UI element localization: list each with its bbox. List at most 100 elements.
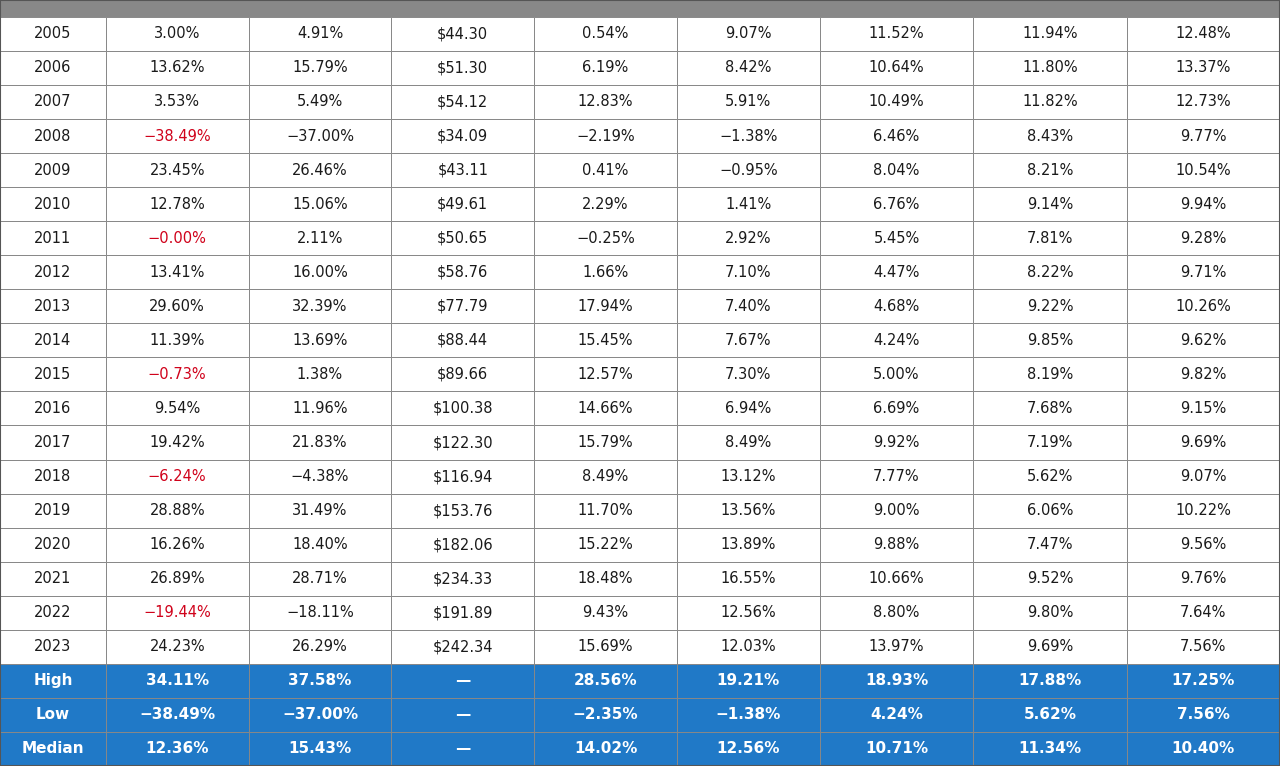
Bar	[0, 460, 106, 493]
Bar	[819, 732, 973, 766]
Bar	[248, 221, 392, 255]
Text: 2016: 2016	[35, 401, 72, 416]
Bar	[0, 0, 1280, 17]
Bar	[534, 596, 677, 630]
Text: 2022: 2022	[35, 605, 72, 620]
Text: $77.79: $77.79	[436, 299, 489, 314]
Text: 1.41%: 1.41%	[726, 197, 772, 211]
Text: $89.66: $89.66	[438, 367, 489, 382]
Bar	[248, 17, 392, 51]
Bar	[534, 153, 677, 187]
Text: 15.06%: 15.06%	[292, 197, 348, 211]
Text: 2021: 2021	[35, 571, 72, 586]
Text: 8.49%: 8.49%	[582, 469, 628, 484]
Bar	[0, 51, 106, 85]
Text: 9.82%: 9.82%	[1180, 367, 1226, 382]
Bar	[248, 51, 392, 85]
Bar	[248, 255, 392, 290]
Text: −2.19%: −2.19%	[576, 129, 635, 143]
Text: 6.69%: 6.69%	[873, 401, 919, 416]
Bar	[0, 221, 106, 255]
Bar	[106, 290, 248, 323]
Bar	[106, 51, 248, 85]
Text: High: High	[33, 673, 73, 689]
Text: 12.56%: 12.56%	[721, 605, 776, 620]
Text: 15.22%: 15.22%	[577, 537, 634, 552]
Bar	[677, 528, 819, 561]
Text: $182.06: $182.06	[433, 537, 493, 552]
Bar	[1126, 528, 1280, 561]
Text: −2.35%: −2.35%	[573, 708, 639, 722]
Bar	[1126, 255, 1280, 290]
Text: −0.00%: −0.00%	[147, 231, 206, 246]
Bar	[106, 119, 248, 153]
Text: 2013: 2013	[35, 299, 72, 314]
Bar	[248, 153, 392, 187]
Text: $191.89: $191.89	[433, 605, 493, 620]
Bar	[534, 51, 677, 85]
Bar	[1126, 187, 1280, 221]
Bar	[106, 85, 248, 119]
Bar	[0, 596, 106, 630]
Text: 8.19%: 8.19%	[1027, 367, 1073, 382]
Text: 2010: 2010	[35, 197, 72, 211]
Text: 28.88%: 28.88%	[150, 503, 205, 518]
Bar	[248, 425, 392, 460]
Text: −0.25%: −0.25%	[576, 231, 635, 246]
Bar	[248, 732, 392, 766]
Text: 9.69%: 9.69%	[1180, 435, 1226, 450]
Text: 13.56%: 13.56%	[721, 503, 776, 518]
Bar	[677, 85, 819, 119]
Bar	[973, 493, 1126, 528]
Bar	[677, 17, 819, 51]
Bar	[677, 187, 819, 221]
Text: 9.92%: 9.92%	[873, 435, 920, 450]
Text: 2012: 2012	[35, 265, 72, 280]
Text: 19.21%: 19.21%	[717, 673, 780, 689]
Bar	[392, 391, 534, 425]
Text: $88.44: $88.44	[438, 333, 489, 348]
Bar	[248, 528, 392, 561]
Text: 12.73%: 12.73%	[1175, 94, 1231, 110]
Bar	[534, 528, 677, 561]
Text: 12.78%: 12.78%	[150, 197, 205, 211]
Text: 0.41%: 0.41%	[582, 162, 628, 178]
Text: $44.30: $44.30	[438, 26, 489, 41]
Text: 16.00%: 16.00%	[292, 265, 348, 280]
Text: 11.96%: 11.96%	[292, 401, 348, 416]
Bar	[819, 596, 973, 630]
Bar	[819, 119, 973, 153]
Text: 6.46%: 6.46%	[873, 129, 919, 143]
Text: 19.42%: 19.42%	[150, 435, 205, 450]
Text: 5.45%: 5.45%	[873, 231, 919, 246]
Text: 26.46%: 26.46%	[292, 162, 348, 178]
Text: 8.80%: 8.80%	[873, 605, 920, 620]
Text: 9.07%: 9.07%	[726, 26, 772, 41]
Bar	[248, 85, 392, 119]
Text: 9.80%: 9.80%	[1027, 605, 1073, 620]
Bar	[534, 460, 677, 493]
Bar	[248, 323, 392, 358]
Text: 13.62%: 13.62%	[150, 61, 205, 75]
Text: 7.64%: 7.64%	[1180, 605, 1226, 620]
Text: 7.67%: 7.67%	[726, 333, 772, 348]
Bar	[248, 290, 392, 323]
Bar	[106, 255, 248, 290]
Bar	[677, 221, 819, 255]
Bar	[1126, 17, 1280, 51]
Text: 12.57%: 12.57%	[577, 367, 634, 382]
Bar	[0, 187, 106, 221]
Bar	[973, 17, 1126, 51]
Bar	[248, 596, 392, 630]
Bar	[0, 664, 106, 698]
Text: —: —	[456, 673, 471, 689]
Bar	[0, 425, 106, 460]
Text: −4.38%: −4.38%	[291, 469, 349, 484]
Bar	[819, 493, 973, 528]
Text: 24.23%: 24.23%	[150, 640, 205, 654]
Text: 17.25%: 17.25%	[1171, 673, 1235, 689]
Text: 11.80%: 11.80%	[1023, 61, 1078, 75]
Text: $58.76: $58.76	[438, 265, 489, 280]
Bar	[106, 732, 248, 766]
Text: 5.62%: 5.62%	[1024, 708, 1076, 722]
